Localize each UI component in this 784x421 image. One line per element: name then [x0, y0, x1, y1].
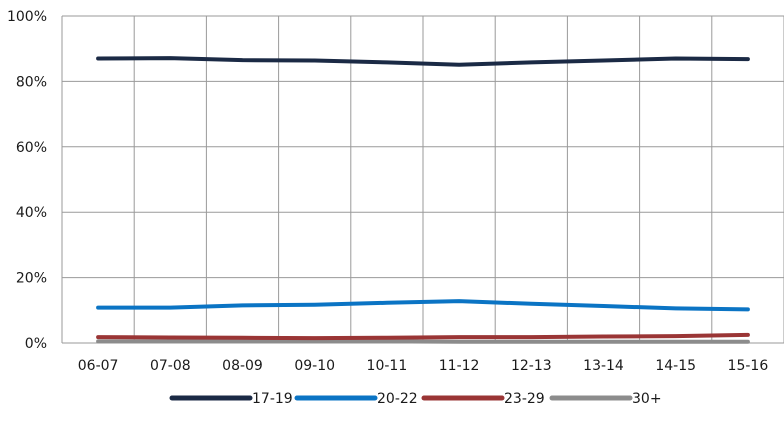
grid	[61, 15, 784, 344]
legend-label: 30+	[632, 391, 662, 407]
legend-label: 17-19	[252, 391, 293, 407]
x-tick-label: 11-12	[439, 358, 480, 374]
y-tick-label: 20%	[16, 271, 47, 287]
series-line-17-19	[96, 56, 750, 67]
legend-label: 20-22	[377, 391, 418, 407]
series-group	[96, 56, 750, 344]
x-tick-label: 10-11	[367, 358, 408, 374]
legend-label: 23-29	[504, 391, 545, 407]
y-tick-label: 0%	[25, 336, 47, 352]
x-tick-label: 14-15	[655, 358, 696, 374]
y-tick-label: 100%	[7, 9, 47, 25]
y-axis-ticks: 0% 20% 40% 60% 80% 100%	[7, 9, 47, 352]
x-tick-label: 06-07	[78, 358, 119, 374]
x-tick-label: 09-10	[294, 358, 335, 374]
x-tick-label: 12-13	[511, 358, 552, 374]
y-tick-label: 60%	[16, 140, 47, 156]
legend: 17-19 20-22 23-29 30+	[169, 391, 662, 407]
x-tick-label: 08-09	[222, 358, 263, 374]
series-line-23-29	[96, 332, 750, 341]
y-tick-label: 80%	[16, 74, 47, 90]
x-tick-label: 07-08	[150, 358, 191, 374]
x-tick-label: 13-14	[583, 358, 624, 374]
x-axis-ticks: 06-07 07-08 08-09 09-10 10-11 11-12 12-13 13-14…	[78, 358, 769, 374]
series-line-20-22	[96, 299, 750, 312]
y-tick-label: 40%	[16, 205, 47, 221]
x-tick-label: 15-16	[728, 358, 769, 374]
